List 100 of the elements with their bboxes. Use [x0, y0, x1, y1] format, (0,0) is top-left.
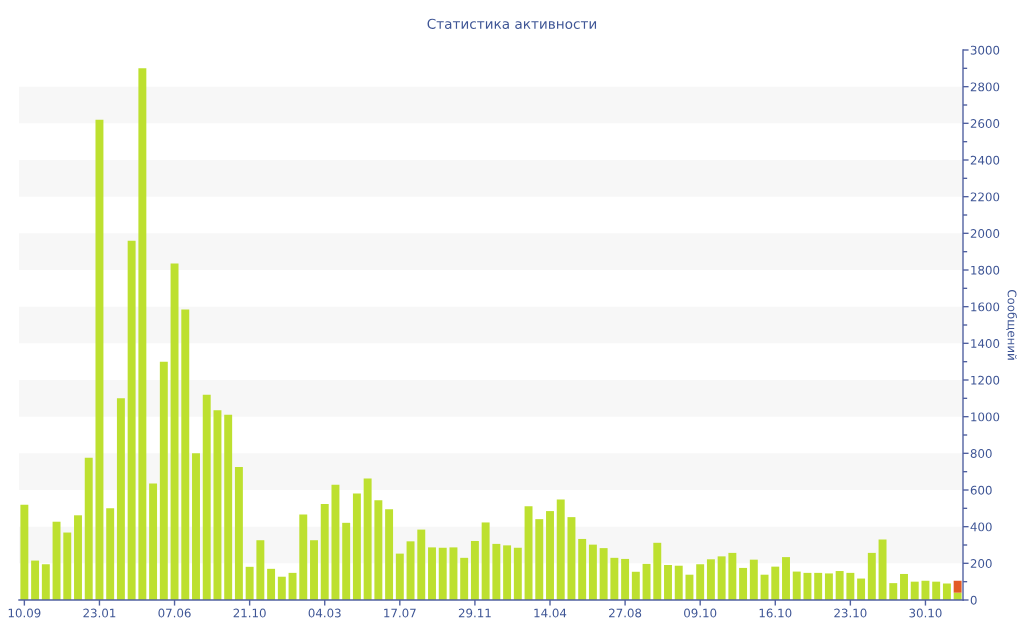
- bar: [363, 478, 372, 600]
- y-tick-label: 600: [970, 485, 992, 495]
- bar: [116, 398, 125, 600]
- bar: [20, 504, 29, 600]
- bar: [492, 543, 501, 600]
- x-tick-label: 10.09: [8, 608, 41, 618]
- x-tick-label: 16.10: [759, 608, 792, 618]
- y-tick-label: 1200: [971, 375, 1000, 385]
- y-tick-label: 200: [970, 559, 992, 568]
- bar: [664, 564, 672, 600]
- bar: [277, 576, 286, 600]
- bar: [417, 529, 426, 600]
- bar: [267, 568, 276, 600]
- bar: [782, 557, 790, 600]
- bar: [771, 566, 780, 600]
- bar: [438, 547, 447, 600]
- bar: [599, 548, 608, 600]
- x-tick-label: 21.10: [233, 608, 266, 618]
- bar: [245, 566, 254, 600]
- bar: [395, 553, 404, 600]
- bar: [513, 547, 522, 600]
- bar: [106, 508, 115, 600]
- bar: [503, 545, 512, 600]
- y-tick-label: 2200: [970, 192, 1000, 202]
- bar: [52, 521, 61, 600]
- x-tick-label: 09.10: [684, 608, 717, 618]
- bar: [685, 574, 694, 600]
- y-tick-label: 1400: [971, 339, 1000, 348]
- bar: [310, 540, 318, 600]
- bar: [824, 573, 833, 600]
- bar: [878, 539, 887, 600]
- bar: [331, 484, 340, 600]
- bar: [181, 309, 190, 600]
- y-tick-label: 1600: [971, 302, 1000, 312]
- bar: [910, 581, 919, 600]
- x-tick-label: 07.06: [158, 608, 191, 618]
- bar: [578, 538, 587, 600]
- bar: [320, 503, 329, 600]
- bar: [889, 583, 898, 600]
- chart-title: Статистика активности: [427, 18, 597, 29]
- bar: [352, 493, 361, 600]
- y-tick-label: 2400: [970, 155, 1000, 165]
- bar: [739, 567, 748, 600]
- y-tick-label: 2800: [970, 82, 1000, 92]
- bar: [900, 573, 908, 600]
- bar: [556, 499, 565, 600]
- bar: [138, 68, 147, 600]
- bar: [835, 571, 844, 600]
- bar: [41, 564, 50, 600]
- bar: [588, 544, 597, 600]
- x-tick-label: 23.10: [834, 608, 867, 618]
- bar: [213, 410, 222, 600]
- bar: [867, 552, 876, 600]
- bar: [481, 522, 490, 600]
- bar: [460, 557, 469, 600]
- y-axis-title: Сообщений: [1006, 289, 1017, 360]
- bar: [631, 571, 640, 600]
- bar: [524, 506, 533, 600]
- bar: [621, 558, 630, 600]
- bar: [642, 563, 651, 600]
- bar: [31, 560, 40, 600]
- bar: [942, 583, 951, 600]
- bar: [803, 572, 812, 600]
- bar: [706, 559, 715, 600]
- bar: [288, 572, 297, 600]
- y-tick-label: 0: [970, 595, 977, 605]
- bar: [63, 532, 72, 600]
- bar: [546, 511, 554, 600]
- bar: [653, 542, 662, 600]
- x-tick-label: 30.10: [909, 608, 942, 618]
- bar: [202, 394, 211, 600]
- y-tick-label: 1000: [971, 412, 1000, 422]
- bar: [406, 541, 415, 600]
- bar: [567, 517, 576, 600]
- bar: [760, 574, 769, 600]
- bar: [374, 500, 383, 600]
- bar: [717, 556, 726, 600]
- bar: [224, 414, 233, 600]
- bar: [953, 580, 962, 593]
- bar: [74, 515, 82, 600]
- x-tick-label: 29.11: [458, 608, 491, 618]
- bar: [170, 263, 179, 600]
- bar: [610, 557, 619, 600]
- bar: [792, 571, 801, 600]
- x-tick-label: 14.04: [534, 608, 567, 618]
- bar: [84, 457, 93, 600]
- y-tick-label: 2600: [970, 119, 1000, 128]
- x-tick-label: 23.01: [83, 608, 116, 618]
- x-tick-label: 17.07: [384, 608, 416, 618]
- y-tick-label: 2000: [970, 229, 1000, 238]
- bar: [449, 547, 458, 600]
- bar: [149, 483, 158, 600]
- bar: [749, 559, 758, 600]
- bar: [846, 572, 855, 600]
- x-tick-label: 04.03: [308, 608, 341, 618]
- bar: [932, 581, 941, 600]
- bar: [470, 540, 479, 600]
- bar: [921, 580, 930, 600]
- bar: [814, 572, 823, 600]
- bar: [696, 564, 705, 600]
